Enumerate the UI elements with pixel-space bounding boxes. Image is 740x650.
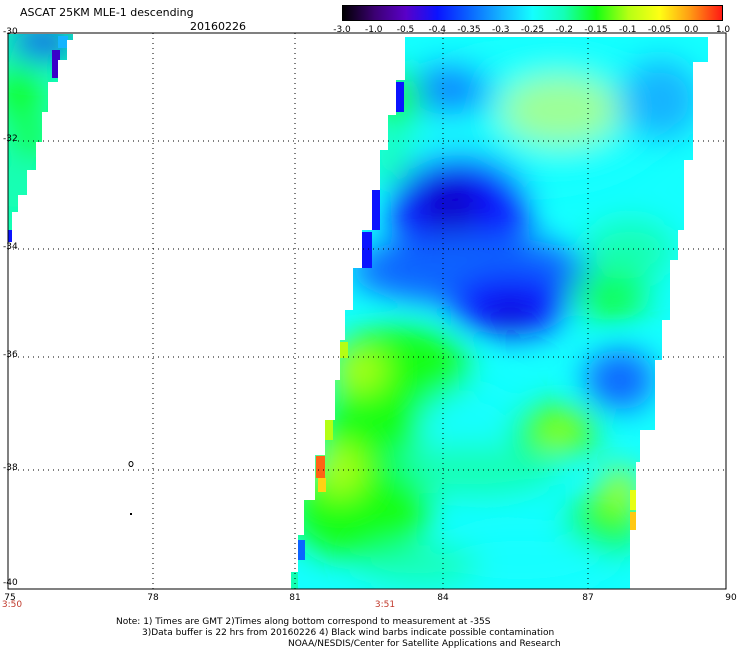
lon-label: 87	[582, 593, 594, 603]
time-label: 3:50	[1, 600, 23, 610]
colorbar-tick-label: 1.0	[715, 25, 731, 35]
colorbar-tick-label: -1.0	[364, 25, 383, 35]
lat-label: -34	[3, 242, 18, 252]
lat-label: -32	[3, 134, 18, 144]
lat-label: -36	[3, 350, 18, 360]
lon-label: 81	[289, 593, 301, 603]
time-label: 3:51	[374, 600, 396, 610]
colorbar-segment	[342, 5, 375, 21]
plot-frame	[7, 32, 727, 590]
colorbar-segment	[627, 5, 660, 21]
colorbar-segment	[500, 5, 533, 21]
colorbar-tick-label: -0.1	[618, 25, 637, 35]
colorbar-segment	[564, 5, 597, 21]
note-line-1: Note: 1) Times are GMT 2)Times along bot…	[116, 617, 491, 627]
colorbar-segment	[469, 5, 502, 21]
map-title: ASCAT 25KM MLE-1 descending	[20, 6, 194, 19]
colorbar-segment	[659, 5, 692, 21]
lat-label: -30	[3, 27, 18, 37]
colorbar-tick-label: -3.0	[333, 25, 351, 35]
lon-label: 75	[4, 593, 16, 603]
colorbar-tick-label: -0.25	[520, 25, 545, 35]
colorbar-tick-label: -0.05	[647, 25, 672, 35]
island-marker	[128, 461, 134, 467]
colorbar-tick-label: 0.0	[684, 25, 699, 35]
colorbar	[342, 5, 723, 21]
colorbar-frame	[342, 5, 723, 21]
colorbar-tick-label: -0.5	[396, 25, 415, 35]
island-marker	[130, 513, 132, 515]
note-line-2: 3)Data buffer is 22 hrs from 20160226 4)…	[142, 628, 555, 638]
colorbar-tick-label: -0.15	[584, 25, 608, 35]
colorbar-segment	[596, 5, 629, 21]
colorbar-tick-label: -0.4	[428, 25, 447, 35]
colorbar-segment	[437, 5, 470, 21]
colorbar-segment	[373, 5, 406, 21]
note-line-3: NOAA/NESDIS/Center for Satellite Applica…	[288, 639, 561, 649]
lat-label: -40	[3, 578, 18, 588]
swath-right	[291, 37, 708, 589]
colorbar-tick-label: -0.35	[457, 25, 481, 35]
colorbar-tick-label: -0.3	[491, 25, 510, 35]
lon-label: 78	[147, 593, 159, 603]
map-date: 20160226	[190, 20, 246, 33]
lon-label: 90	[725, 593, 737, 603]
lon-label: 84	[437, 593, 449, 603]
colorbar-segment	[405, 5, 438, 21]
lat-label: -38	[3, 463, 18, 473]
colorbar-segment	[532, 5, 565, 21]
colorbar-segment	[691, 5, 723, 21]
colorbar-tick-label: -0.2	[555, 25, 574, 35]
